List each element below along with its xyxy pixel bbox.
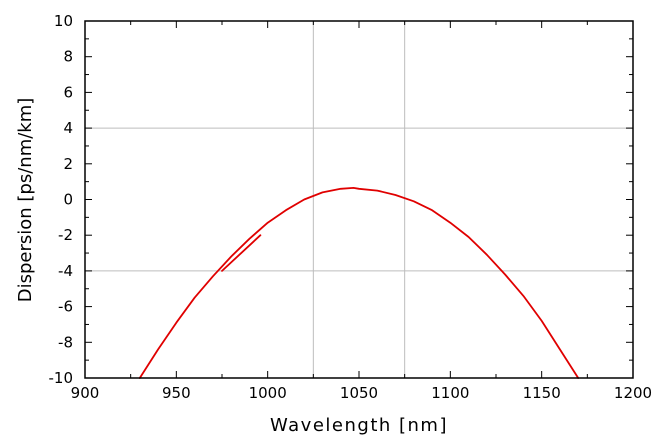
- y-tick-label: 0: [63, 191, 73, 209]
- series-line-dispersion: [138, 186, 580, 379]
- x-axis-title: Wavelength [nm]: [270, 415, 448, 436]
- x-tick-label: 1000: [249, 384, 287, 402]
- y-tick-label: -6: [58, 298, 73, 316]
- y-tick-label: 10: [54, 12, 73, 30]
- x-tick-label: 1100: [431, 384, 469, 402]
- tick-labels: 900 950 1000 1050 1100 1150 1200 -10 -8 -6 -4 -2 0 2 4…: [49, 12, 653, 402]
- x-tick-label: 1050: [340, 384, 378, 402]
- series-lines: [138, 186, 580, 379]
- y-tick-label: 8: [63, 48, 73, 66]
- x-tick-label: 1200: [614, 384, 652, 402]
- plot-frame: [84, 20, 634, 379]
- y-tick-label: 6: [63, 83, 73, 101]
- y-tick-label: -8: [58, 333, 73, 351]
- y-tick-label: -10: [49, 369, 74, 387]
- x-tick-label: 1150: [523, 384, 561, 402]
- y-tick-label: 4: [63, 119, 73, 137]
- x-tick-label: 950: [162, 384, 191, 402]
- y-axis-title: Dispersion [ps/nm/km]: [15, 98, 36, 303]
- x-tick-label: 900: [71, 384, 100, 402]
- y-tick-label: -2: [58, 226, 73, 244]
- y-tick-label: -4: [58, 262, 73, 280]
- grid-lines: [85, 21, 633, 378]
- series-line-segment: [221, 234, 262, 272]
- y-tick-label: 2: [63, 155, 73, 173]
